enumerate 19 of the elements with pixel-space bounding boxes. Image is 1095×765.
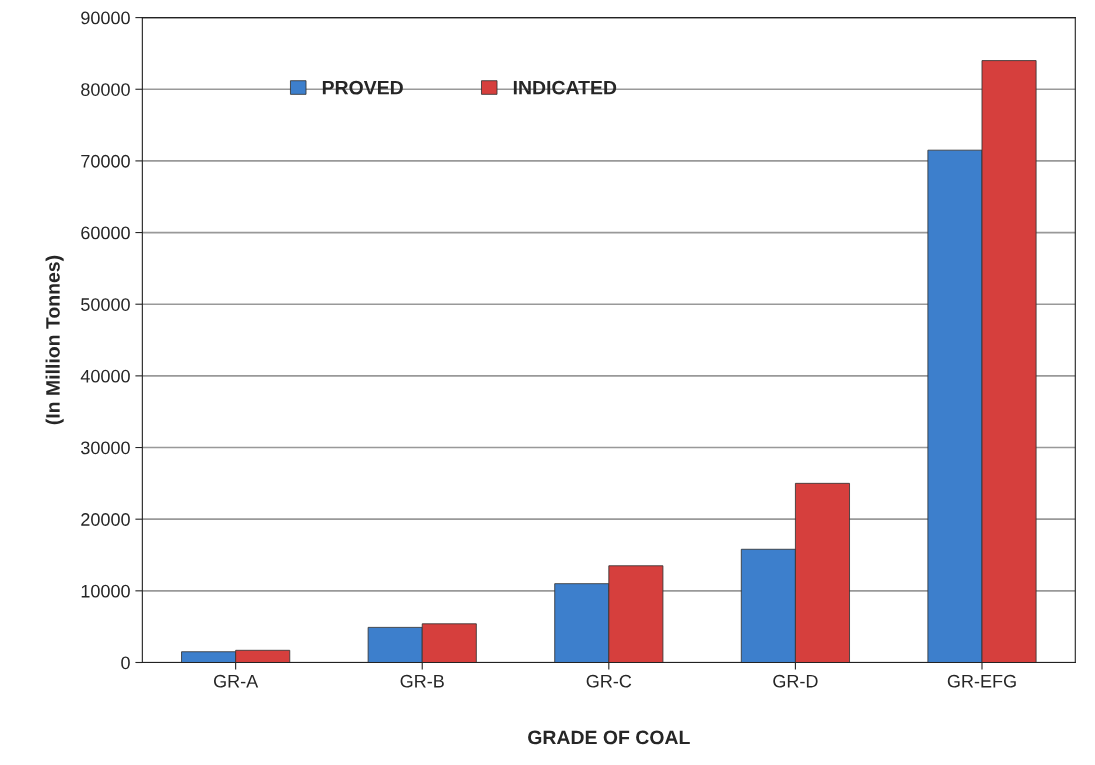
y-tick-label: 10000 <box>81 584 130 598</box>
x-tick-label: GR-B <box>400 674 444 688</box>
y-tick-label: 0 <box>121 656 130 670</box>
legend-label: INDICATED <box>513 80 617 95</box>
y-tick-label: 50000 <box>81 298 130 311</box>
legend-label: PROVED <box>322 80 403 95</box>
y-tick-label: 70000 <box>81 154 130 168</box>
x-axis-title: GRADE OF COAL <box>528 730 690 745</box>
y-tick-label: 30000 <box>81 441 130 455</box>
y-tick-label: 60000 <box>81 226 130 240</box>
x-tick-label: GR-C <box>586 674 632 688</box>
y-tick-label: 20000 <box>81 513 130 526</box>
x-tick-label: GR-D <box>773 674 818 688</box>
y-axis-title: (In Million Tonnes) <box>45 255 64 425</box>
x-tick-label: GR-A <box>213 674 259 688</box>
y-tick-label: 80000 <box>81 83 130 96</box>
x-tick-label: GR-EFG <box>947 674 1016 688</box>
y-tick-label: 40000 <box>80 369 130 383</box>
y-tick-label: 90000 <box>81 11 130 25</box>
